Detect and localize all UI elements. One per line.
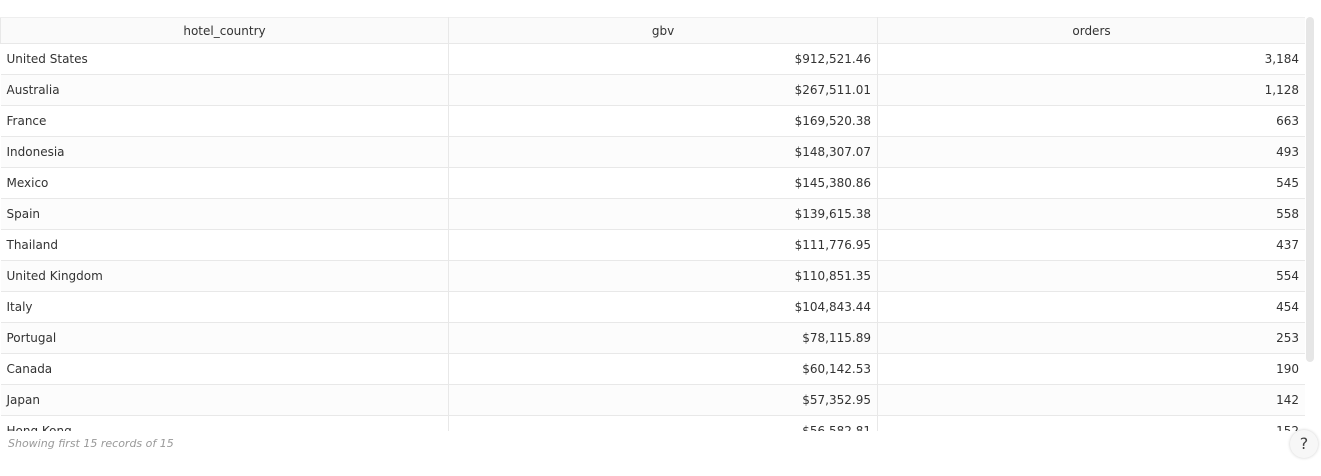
table-row: United Kingdom $110,851.35 554 — [0, 260, 1305, 292]
table-row: Portugal $78,115.89 253 — [0, 322, 1305, 354]
table-cell: France — [0, 105, 449, 137]
table-cell: Spain — [0, 198, 449, 230]
table-container: hotel_country gbv orders United States $912… — [0, 17, 1305, 431]
table-row: Hong Kong $56,582.81 152 — [0, 415, 1305, 431]
table-cell: 190 — [877, 353, 1305, 385]
table-cell: 454 — [877, 291, 1305, 323]
column-header: gbv — [448, 17, 878, 44]
table-cell: 3,184 — [877, 43, 1305, 75]
table-cell: 1,128 — [877, 74, 1305, 106]
table-cell: 253 — [877, 322, 1305, 354]
table-cell: $145,380.86 — [448, 167, 878, 199]
table-row: Mexico $145,380.86 545 — [0, 167, 1305, 199]
table-cell: $111,776.95 — [448, 229, 878, 261]
table-cell: Portugal — [0, 322, 449, 354]
table-cell: $60,142.53 — [448, 353, 878, 385]
table-row: Spain $139,615.38 558 — [0, 198, 1305, 230]
table-row: Canada $60,142.53 190 — [0, 353, 1305, 385]
table-row: Japan $57,352.95 142 — [0, 384, 1305, 416]
table-cell: 493 — [877, 136, 1305, 168]
table-cell: 558 — [877, 198, 1305, 230]
table-cell: 152 — [877, 415, 1305, 431]
table-row: Indonesia $148,307.07 493 — [0, 136, 1305, 168]
table-cell: $267,511.01 — [448, 74, 878, 106]
table-cell: $110,851.35 — [448, 260, 878, 292]
table-cell: $57,352.95 — [448, 384, 878, 416]
table-row: France $169,520.38 663 — [0, 105, 1305, 137]
table-cell: $56,582.81 — [448, 415, 878, 431]
scrollbar[interactable] — [1306, 17, 1314, 362]
table-row: Thailand $111,776.95 437 — [0, 229, 1305, 261]
table-cell: 437 — [877, 229, 1305, 261]
table-cell: Canada — [0, 353, 449, 385]
table-cell: $104,843.44 — [448, 291, 878, 323]
table-cell: $169,520.38 — [448, 105, 878, 137]
table-cell: 663 — [877, 105, 1305, 137]
table-cell: Italy — [0, 291, 449, 323]
table-cell: 554 — [877, 260, 1305, 292]
table-cell: Thailand — [0, 229, 449, 261]
table-cell: Mexico — [0, 167, 449, 199]
column-header: orders — [877, 17, 1305, 44]
table-cell: Indonesia — [0, 136, 449, 168]
status-text: Showing first 15 records of 15 — [8, 437, 174, 450]
table-row: United States $912,521.46 3,184 — [0, 43, 1305, 75]
table-cell: United Kingdom — [0, 260, 449, 292]
table-cell: $78,115.89 — [448, 322, 878, 354]
table-cell: Japan — [0, 384, 449, 416]
table-cell: 142 — [877, 384, 1305, 416]
table-cell: 545 — [877, 167, 1305, 199]
table-cell: Hong Kong — [0, 415, 449, 431]
header-row: hotel_country gbv orders — [0, 17, 1305, 44]
table-cell: $912,521.46 — [448, 43, 878, 75]
table-cell: Australia — [0, 74, 449, 106]
table-body: United States $912,521.46 3,184 Australia $2… — [0, 43, 1305, 431]
table-row: Australia $267,511.01 1,128 — [0, 74, 1305, 106]
table-cell: $148,307.07 — [448, 136, 878, 168]
column-header: hotel_country — [0, 17, 449, 44]
help-button[interactable]: ? — [1290, 430, 1318, 458]
results-table: hotel_country gbv orders United States $912… — [0, 17, 1305, 431]
table-cell: United States — [0, 43, 449, 75]
table-row: Italy $104,843.44 454 — [0, 291, 1305, 323]
table-cell: $139,615.38 — [448, 198, 878, 230]
